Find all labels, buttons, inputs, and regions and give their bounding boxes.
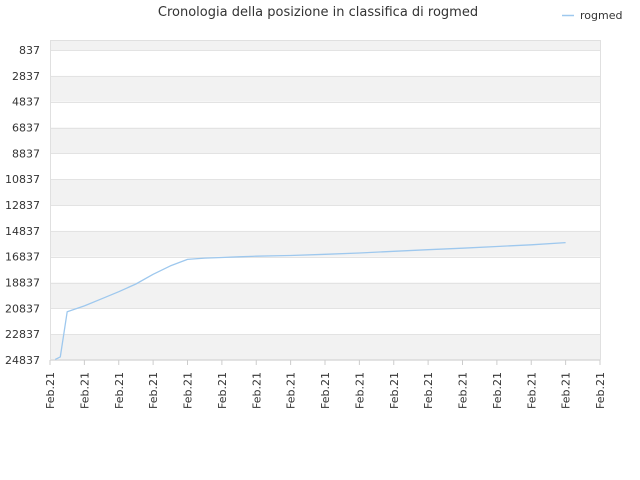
y-tick-label: 4837 xyxy=(12,96,40,109)
y-tick-label: 20837 xyxy=(5,302,40,315)
x-axis: Feb.21 Feb.21 Feb.21 Feb.21 Feb.21 Feb.21 Feb.… xyxy=(44,360,607,409)
x-tick-label: Feb.21 xyxy=(388,372,401,409)
x-tick-label: Feb.21 xyxy=(147,372,160,409)
y-tick-label: 16837 xyxy=(5,251,40,264)
x-tick-label: Feb.21 xyxy=(422,372,435,409)
series-line-rogmed xyxy=(54,241,566,361)
y-tick-label: 12837 xyxy=(5,199,40,212)
x-tick-label: Feb.21 xyxy=(525,372,538,409)
grid-band xyxy=(50,127,600,154)
y-tick-label: 14837 xyxy=(5,225,40,238)
y-tick-label: 2837 xyxy=(12,70,40,83)
x-tick-label: Feb.21 xyxy=(182,372,195,409)
x-tick-label: Feb.21 xyxy=(353,372,366,409)
x-tick-label: Feb.21 xyxy=(250,372,263,409)
chart-title: Cronologia della posizione in classifica… xyxy=(158,5,478,20)
x-tick-label: Feb.21 xyxy=(457,372,470,409)
x-tick-label: Feb.21 xyxy=(491,372,504,409)
plot-border xyxy=(50,40,601,360)
y-tick-label: 6837 xyxy=(12,122,40,135)
x-tick-label: Feb.21 xyxy=(44,372,57,409)
series-layer xyxy=(54,241,566,361)
grid-bands xyxy=(50,40,600,360)
y-tick-label: 24837 xyxy=(5,354,40,367)
x-tick-label: Feb.21 xyxy=(560,372,573,409)
grid-band xyxy=(50,75,600,102)
x-tick-label: Feb.21 xyxy=(113,372,126,409)
grid-band xyxy=(50,282,600,309)
x-tick-label: Feb.21 xyxy=(594,372,607,409)
y-tick-label: 22837 xyxy=(5,328,40,341)
legend-label-rogmed: rogmed xyxy=(580,9,622,22)
grid-band xyxy=(50,40,600,50)
x-tick-label: Feb.21 xyxy=(285,372,298,409)
y-tick-label: 837 xyxy=(19,44,40,57)
x-tick-label: Feb.21 xyxy=(319,372,332,409)
grid-band xyxy=(50,334,600,360)
grid-band xyxy=(50,179,600,205)
legend: rogmed xyxy=(562,9,622,22)
grid-band xyxy=(50,230,600,257)
y-tick-label: 10837 xyxy=(5,173,40,186)
y-tick-label: 8837 xyxy=(12,147,40,160)
y-tick-label: 18837 xyxy=(5,277,40,290)
x-tick-label: Feb.21 xyxy=(78,372,91,409)
y-axis: 837 2837 4837 6837 8837 10837 12837 14837 16837 1… xyxy=(5,44,40,367)
x-tick-label: Feb.21 xyxy=(216,372,229,409)
